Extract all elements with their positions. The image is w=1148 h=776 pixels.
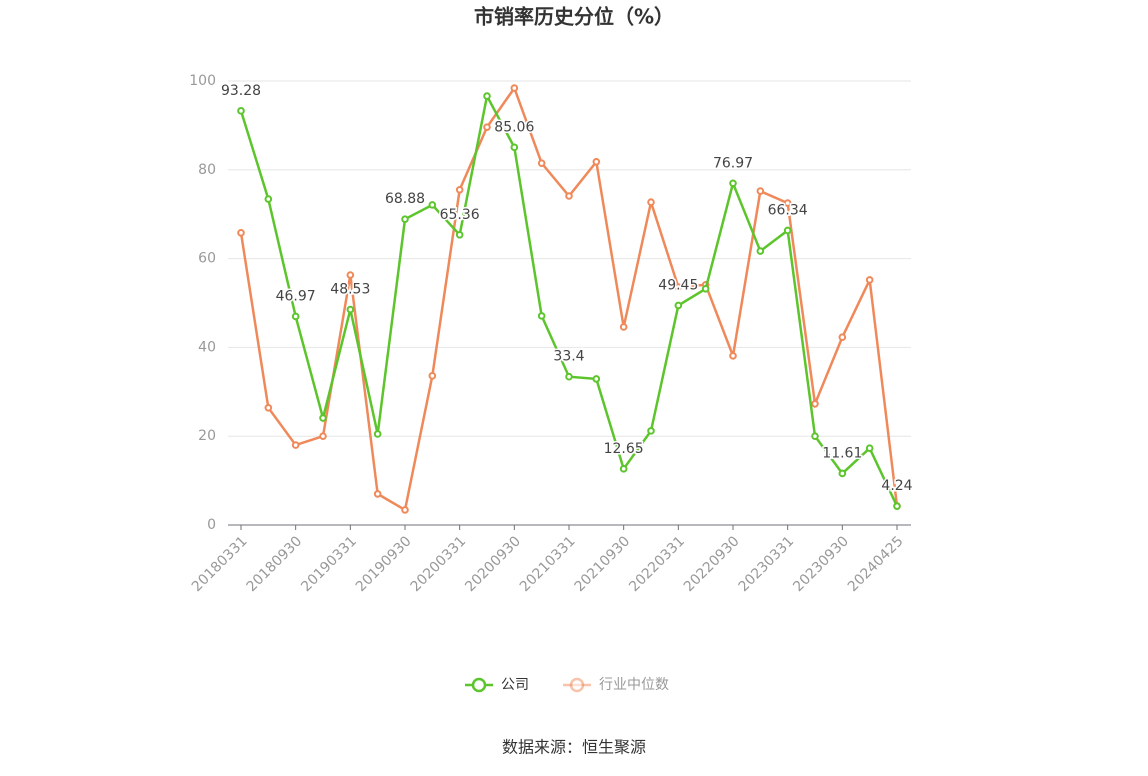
point (428, 201, 437, 209)
data-label: 33.4 (553, 349, 584, 365)
point (346, 305, 355, 314)
y-tick-label: 80 (198, 162, 216, 178)
point (455, 231, 464, 239)
data-label: 4.24 (881, 478, 912, 494)
point (647, 427, 655, 435)
point (674, 283, 683, 291)
x-tick-label: 20240425 (845, 533, 907, 595)
legend-label: 行业中位数 (599, 677, 669, 693)
point (291, 312, 300, 321)
point (537, 312, 546, 320)
data-label: 46.97 (276, 288, 316, 304)
point (647, 198, 655, 207)
legend-item[interactable]: 公司 (465, 677, 529, 693)
point (264, 195, 273, 203)
legend-item[interactable]: 行业中位数 (563, 677, 669, 693)
data-label: 85.06 (494, 119, 534, 135)
point (319, 432, 327, 441)
point (346, 271, 355, 279)
data-label: 93.28 (221, 83, 261, 99)
point (537, 159, 546, 167)
point (319, 414, 327, 422)
series-line (239, 92, 899, 507)
point (783, 226, 792, 235)
point (756, 247, 765, 255)
x-tick-label: 20190930 (353, 533, 415, 595)
point (483, 123, 491, 131)
point (455, 185, 464, 194)
x-tick-label: 20190331 (298, 533, 360, 595)
source-note: 数据来源：恒生聚源 (502, 738, 646, 757)
point (619, 465, 628, 473)
y-tick-label: 40 (198, 339, 216, 355)
data-label: 76.97 (713, 155, 753, 171)
point (510, 143, 519, 152)
data-label: 11.61 (822, 445, 862, 461)
data-label: 12.65 (604, 441, 644, 457)
point (264, 403, 273, 412)
point (756, 187, 765, 195)
y-tick-label: 0 (207, 517, 216, 533)
point (565, 372, 573, 381)
point (237, 229, 245, 237)
point (428, 372, 437, 380)
x-tick-label: 20180930 (244, 533, 306, 595)
series-line (239, 85, 899, 512)
point (401, 215, 409, 223)
point (373, 430, 382, 438)
y-tick-label: 60 (198, 251, 216, 267)
point (701, 284, 710, 293)
data-label: 68.88 (385, 191, 425, 207)
point (729, 179, 737, 188)
point (811, 432, 819, 441)
legend-marker (569, 677, 585, 693)
point (783, 199, 792, 207)
point (893, 502, 901, 510)
point (865, 276, 874, 284)
point (865, 444, 874, 452)
point (592, 375, 601, 383)
point (838, 469, 847, 478)
point (838, 333, 847, 341)
x-tick-label: 20220930 (681, 533, 743, 595)
legend-label: 公司 (501, 677, 529, 693)
y-tick-label: 100 (189, 73, 216, 89)
point (401, 506, 409, 514)
legend-marker (471, 677, 487, 693)
data-label: 66.34 (768, 202, 808, 218)
data-label: 48.53 (330, 282, 370, 298)
point (483, 92, 491, 100)
y-tick-label: 20 (198, 428, 216, 444)
point (291, 441, 300, 449)
point (674, 301, 683, 310)
x-tick-label: 20230930 (790, 533, 852, 595)
point (592, 158, 601, 166)
point (510, 84, 519, 92)
x-tick-label: 20210331 (517, 533, 579, 595)
point (619, 323, 628, 331)
point (811, 399, 819, 408)
x-tick-label: 20210930 (572, 533, 634, 595)
chart-title: 市销率历史分位（%） (474, 5, 674, 29)
point (565, 192, 573, 200)
data-label: 65.36 (440, 207, 480, 223)
data-label: 49.45 (658, 277, 698, 293)
point (373, 490, 382, 498)
point (237, 107, 245, 115)
x-tick-label: 20180331 (189, 533, 251, 595)
x-tick-label: 20220331 (626, 533, 688, 595)
x-tick-label: 20230331 (736, 533, 798, 595)
x-tick-label: 20200930 (462, 533, 524, 595)
point (729, 352, 737, 360)
x-tick-label: 20200331 (408, 533, 470, 595)
